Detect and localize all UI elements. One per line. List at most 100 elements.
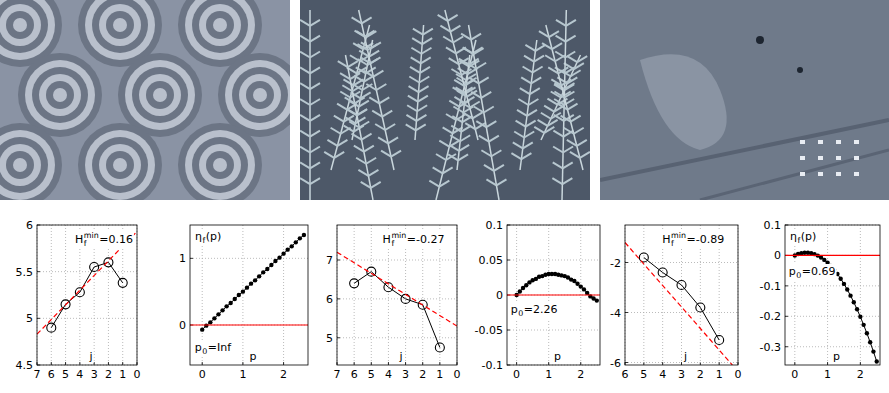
data-point <box>838 277 842 281</box>
photo-texture <box>469 77 479 83</box>
annotation: p0=Inf <box>194 340 233 357</box>
photo-texture <box>382 111 392 117</box>
data-point <box>104 258 113 267</box>
photo-texture <box>337 140 347 146</box>
x-tick-label: 1 <box>824 368 831 381</box>
annotation: p0=2.26 <box>510 302 559 319</box>
photo-texture <box>300 36 310 42</box>
photo-texture <box>462 112 472 118</box>
photo-texture <box>356 158 366 164</box>
data-point <box>204 323 208 327</box>
photo-texture <box>469 25 499 200</box>
data-point <box>241 289 245 293</box>
annotation-sup: min <box>391 231 406 240</box>
photo-texture <box>449 58 459 64</box>
photo-texture <box>564 128 574 134</box>
photo-texture <box>640 54 727 150</box>
annotation-base: p <box>511 303 518 316</box>
photo-texture <box>369 97 379 103</box>
data-point <box>861 323 865 327</box>
plot-frame <box>337 225 457 365</box>
photo-texture <box>574 128 584 134</box>
photo-texture <box>423 29 433 35</box>
photo-texture <box>185 0 255 60</box>
tick-mark <box>190 258 193 259</box>
photo-texture <box>440 26 450 32</box>
data-point <box>696 303 705 312</box>
photo-texture <box>818 140 823 144</box>
grid-line <box>354 225 355 365</box>
y-tick-label: 4.5 <box>16 359 34 372</box>
photo-texture <box>146 81 174 109</box>
photo-texture <box>418 96 428 102</box>
x-tick-label: 2 <box>857 368 864 381</box>
photo-texture <box>565 83 575 89</box>
y-tick-label: 5 <box>326 332 333 345</box>
photo-texture <box>516 121 526 127</box>
plot-frame <box>507 225 600 365</box>
photo-texture <box>363 71 373 77</box>
photo-texture <box>433 167 443 173</box>
photo-texture <box>344 126 354 132</box>
photo-texture <box>0 123 62 200</box>
photo-texture <box>334 116 344 122</box>
photo-texture <box>514 132 524 138</box>
photo-texture <box>836 156 841 160</box>
photo-texture <box>178 123 262 200</box>
photo-texture <box>372 111 382 117</box>
photo-texture <box>439 141 449 147</box>
plot: 765432104.555.56jHfmin=0.16 <box>16 219 141 381</box>
photo-texture <box>571 70 581 76</box>
photo-texture <box>534 127 544 133</box>
data-point <box>281 251 285 255</box>
grid-line <box>337 298 457 299</box>
annotation: Hfmin=-0.89 <box>661 230 725 249</box>
tick-mark <box>860 362 861 365</box>
y-tick-label: 0 <box>496 289 503 302</box>
data-point <box>249 281 253 285</box>
photo-texture <box>471 92 481 98</box>
y-axis-label: ηf(p) <box>194 229 222 246</box>
photo-texture <box>342 85 352 91</box>
data-point <box>868 340 872 344</box>
data-point <box>212 316 216 320</box>
grid-line <box>507 260 600 261</box>
photo-texture <box>463 47 473 53</box>
photo-texture <box>46 81 74 109</box>
photo-texture <box>125 60 195 130</box>
photo-texture <box>334 152 344 158</box>
y-tick-label: 6 <box>326 293 333 306</box>
y-tick-label: 7 <box>326 254 333 267</box>
photo-texture <box>199 144 241 186</box>
photo-texture <box>461 34 471 40</box>
photo-texture <box>566 20 576 26</box>
photo-texture <box>413 29 423 35</box>
series-line <box>354 272 440 348</box>
photo-texture <box>539 31 549 37</box>
photo-texture <box>206 151 234 179</box>
photo-texture <box>443 167 453 173</box>
photo-texture <box>350 73 360 79</box>
photo-texture <box>347 109 357 115</box>
y-tick-label: 5.5 <box>16 266 34 279</box>
x-tick-label: 0 <box>513 368 520 381</box>
photo-texture <box>818 156 823 160</box>
annotation-patch <box>382 230 446 249</box>
x-tick-label: 1 <box>239 368 246 381</box>
grid-line <box>65 225 66 365</box>
y-tick-label: 6 <box>26 219 33 232</box>
grid-line <box>625 312 738 313</box>
photo-texture <box>385 124 395 130</box>
annotation-base: p <box>195 341 202 354</box>
photo-texture <box>489 136 499 142</box>
photo-texture <box>185 130 255 200</box>
x-axis-label: j <box>88 350 92 363</box>
x-tick-label: 5 <box>62 368 69 381</box>
data-point <box>273 259 277 263</box>
photo-texture <box>13 18 27 32</box>
photo-texture <box>0 137 48 193</box>
photo-texture <box>496 179 506 185</box>
photo-texture <box>300 115 310 121</box>
y-tick-label: -0.1 <box>760 280 781 293</box>
label-patch <box>832 350 841 363</box>
